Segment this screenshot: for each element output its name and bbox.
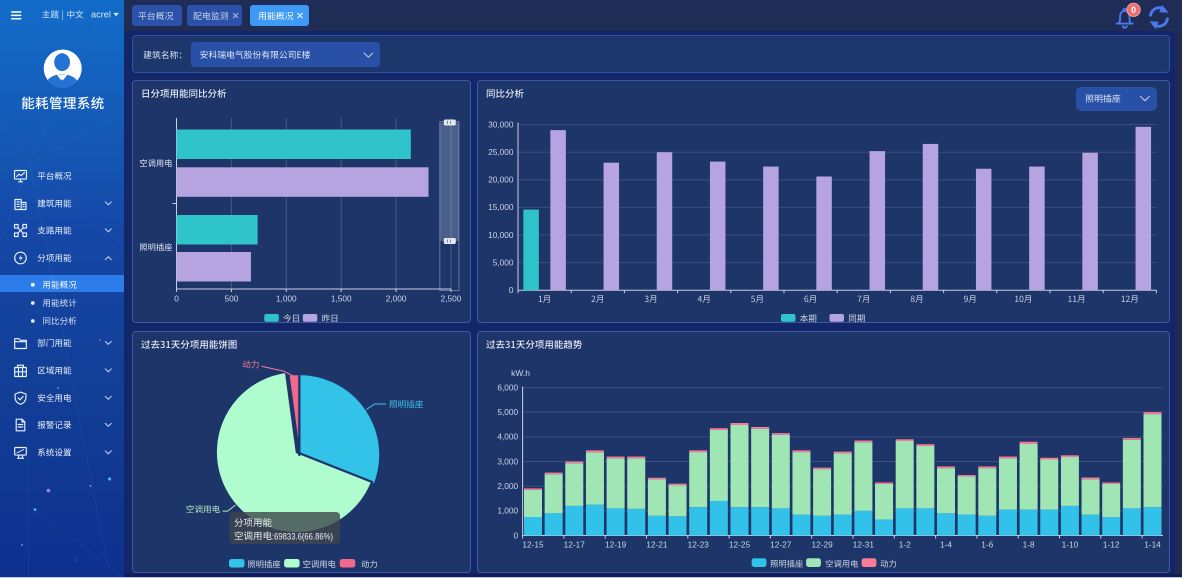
svg-text:0: 0 [174,293,179,303]
svg-text:30,000: 30,000 [488,119,514,129]
svg-text:500: 500 [224,293,238,303]
svg-text:12-21: 12-21 [646,540,668,550]
svg-text:1-12: 1-12 [1103,540,1120,550]
svg-text:12-29: 12-29 [811,540,833,550]
svg-text:12-27: 12-27 [770,540,792,550]
svg-text:12-25: 12-25 [729,540,751,550]
svg-text:3,000: 3,000 [497,456,518,466]
svg-text:kW.h: kW.h [511,368,530,378]
svg-text:0: 0 [1131,5,1136,15]
svg-text:1,000: 1,000 [276,293,297,303]
svg-text:5,000: 5,000 [493,257,514,267]
svg-text:5,000: 5,000 [497,407,518,417]
svg-text:12-23: 12-23 [688,540,710,550]
svg-text:15,000: 15,000 [488,202,514,212]
svg-text:1,500: 1,500 [331,293,352,303]
svg-text:0: 0 [509,285,514,295]
svg-text:4,000: 4,000 [497,432,518,442]
svg-text:2,500: 2,500 [441,293,462,303]
svg-text:20,000: 20,000 [488,175,514,185]
svg-text:1,000: 1,000 [497,506,518,516]
svg-text:1-4: 1-4 [940,540,952,550]
svg-text:10,000: 10,000 [488,230,514,240]
svg-text:2,000: 2,000 [497,481,518,491]
svg-text:25,000: 25,000 [488,147,514,157]
svg-text:1-6: 1-6 [981,540,993,550]
svg-text:1-2: 1-2 [899,540,911,550]
svg-text:2,000: 2,000 [386,293,407,303]
svg-text:6,000: 6,000 [497,382,518,392]
svg-text::69833.6(66.86%): :69833.6(66.86%) [272,531,333,542]
svg-text:1-14: 1-14 [1144,540,1161,550]
svg-text:0: 0 [513,530,518,540]
svg-text:12-17: 12-17 [564,540,586,550]
svg-text:12-31: 12-31 [853,540,875,550]
svg-text:acrel: acrel [91,10,111,20]
svg-text:1-10: 1-10 [1062,540,1079,550]
svg-text:1-8: 1-8 [1023,540,1035,550]
svg-text:12-15: 12-15 [522,540,544,550]
svg-text:12-19: 12-19 [605,540,627,550]
